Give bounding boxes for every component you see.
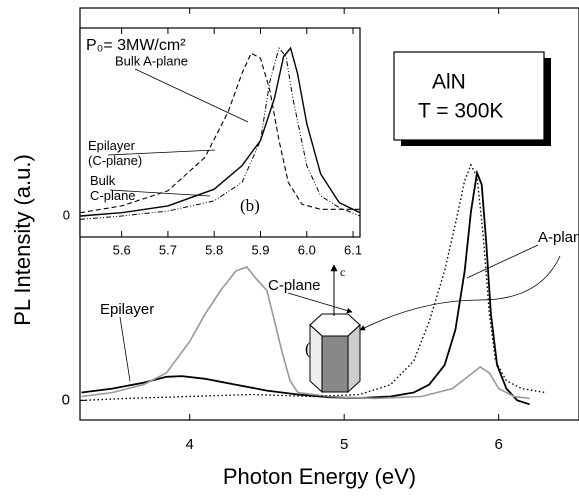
label-leader <box>119 316 131 382</box>
label-leader <box>107 149 216 156</box>
x-tick-label: 5.8 <box>205 242 223 257</box>
plot: A-plane C-plane Epilayer 4 5 6 0 Photon Energy … <box>10 7 579 489</box>
plot-area <box>80 46 360 220</box>
annotation: P₀= 3MW/cm² <box>86 37 186 54</box>
series-line <box>80 52 360 214</box>
annotation: c <box>340 265 345 279</box>
label-leader <box>466 244 539 279</box>
x-tick-label: 5.7 <box>159 242 177 257</box>
plot-area <box>81 163 546 406</box>
label-leader <box>134 68 249 123</box>
axes-frame <box>79 27 361 238</box>
x-tick-label: 5.6 <box>113 242 131 257</box>
x-tick-label: 6 <box>494 436 502 453</box>
series-line <box>81 266 530 400</box>
series-line <box>80 47 360 220</box>
label-leader <box>109 189 211 197</box>
series-line <box>81 169 530 406</box>
series-label: Epilayer (C-plane) <box>88 138 142 168</box>
x-tick-label: 6.0 <box>298 242 316 257</box>
crystal-sketch <box>309 264 361 394</box>
plot: Bulk A-plane Epilayer (C-plane) Bulk C-plane… <box>63 27 362 257</box>
crystal-pointer <box>359 255 561 331</box>
y-axis-label: PL Intensity (a.u.) <box>10 154 35 326</box>
series-label: Bulk A-plane <box>115 53 188 68</box>
y-tick-label: 0 <box>63 207 70 222</box>
label-leader <box>287 292 353 314</box>
x-tick-label: 6.1 <box>344 242 362 257</box>
x-axis-label: Photon Energy (eV) <box>223 464 416 489</box>
annotation: (b) <box>240 196 260 215</box>
x-tick-label: 4 <box>186 436 194 453</box>
inset-frame <box>80 28 360 237</box>
box <box>393 51 545 141</box>
series-line <box>81 163 546 402</box>
series-line <box>80 46 360 217</box>
series-label: Bulk C-plane <box>90 173 136 203</box>
y-tick-label: 0 <box>62 391 70 408</box>
x-tick-label: 5.9 <box>251 242 269 257</box>
annotation: T = 300K <box>418 100 503 123</box>
x-tick-label: 5 <box>340 436 348 453</box>
series-label: A-plane <box>538 229 579 246</box>
series-label: Epilayer <box>100 301 154 318</box>
series-label: C-plane <box>268 277 321 294</box>
annotation: AlN <box>432 71 466 94</box>
